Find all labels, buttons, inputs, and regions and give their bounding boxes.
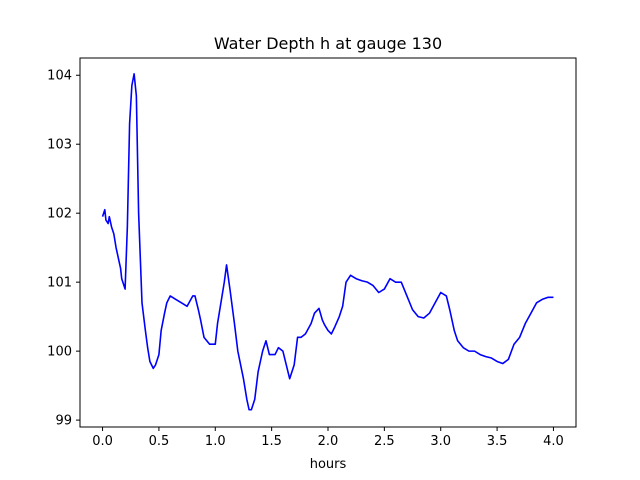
x-tick-label: 1.0 — [205, 434, 226, 449]
data-layer — [101, 73, 554, 411]
x-tick-label: 4.0 — [543, 434, 564, 449]
chart-title: Water Depth h at gauge 130 — [214, 34, 442, 53]
x-axis: 0.0 0.5 1.0 1.5 2.0 2.5 3.0 3.5 4.0 — [92, 427, 564, 449]
y-axis: 99 100 101 102 103 104 — [47, 69, 80, 429]
x-tick-label: 0.5 — [149, 434, 170, 449]
series-line — [101, 73, 554, 411]
x-tick-label: 0.0 — [92, 434, 113, 449]
y-tick-label: 99 — [55, 414, 72, 429]
x-tick-label: 1.5 — [261, 434, 282, 449]
x-tick-label: 2.5 — [374, 434, 395, 449]
y-tick-label: 103 — [47, 138, 72, 153]
x-tick-label: 3.5 — [487, 434, 508, 449]
y-tick-label: 101 — [47, 276, 72, 291]
y-tick-label: 104 — [47, 69, 72, 84]
x-tick-label: 2.0 — [318, 434, 339, 449]
x-tick-label: 3.0 — [430, 434, 451, 449]
y-tick-label: 100 — [47, 345, 72, 360]
x-axis-label: hours — [310, 457, 347, 472]
y-tick-label: 102 — [47, 207, 72, 222]
